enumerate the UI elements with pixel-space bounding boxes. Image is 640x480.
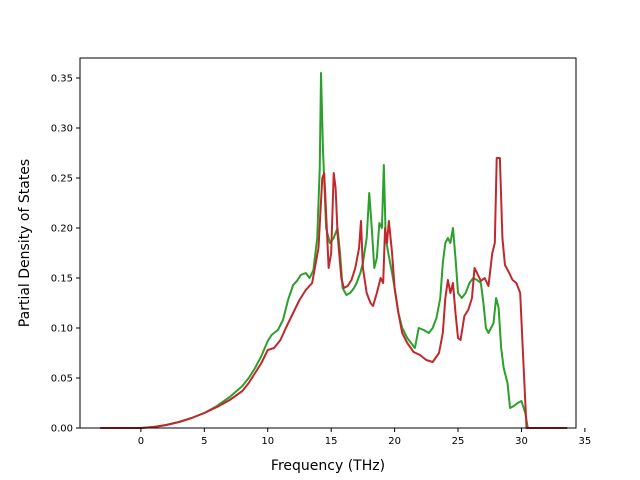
y-tick-label: 0.15 <box>51 274 73 285</box>
y-tick-label: 0.30 <box>51 124 73 135</box>
y-tick-label: 0.35 <box>51 74 73 85</box>
x-axis-ticks: 0 5 10 15 20 25 30 35 <box>138 428 592 447</box>
x-tick-label: 25 <box>452 436 465 447</box>
x-tick-label: 0 <box>138 436 144 447</box>
x-tick-label: 15 <box>325 436 338 447</box>
x-tick-label: 35 <box>579 436 592 447</box>
x-axis-label: Frequency (THz) <box>271 458 385 474</box>
y-axis-label: Partial Density of States <box>17 159 33 327</box>
y-tick-label: 0.20 <box>51 224 73 235</box>
x-tick-label: 10 <box>261 436 274 447</box>
plot-frame <box>79 57 577 429</box>
y-tick-label: 0.10 <box>51 324 73 335</box>
x-tick-label: 20 <box>388 436 401 447</box>
y-tick-label: 0.00 <box>51 424 73 435</box>
series-line-0 <box>100 72 568 429</box>
x-tick-label: 5 <box>201 436 207 447</box>
series-line-1 <box>100 157 568 429</box>
y-axis-ticks: 0.00 0.05 0.10 0.15 0.20 0.25 0.30 0.35 <box>51 74 80 435</box>
y-tick-label: 0.05 <box>51 374 73 385</box>
x-tick-label: 30 <box>515 436 528 447</box>
y-tick-label: 0.25 <box>51 174 73 185</box>
series-layer <box>100 72 568 429</box>
